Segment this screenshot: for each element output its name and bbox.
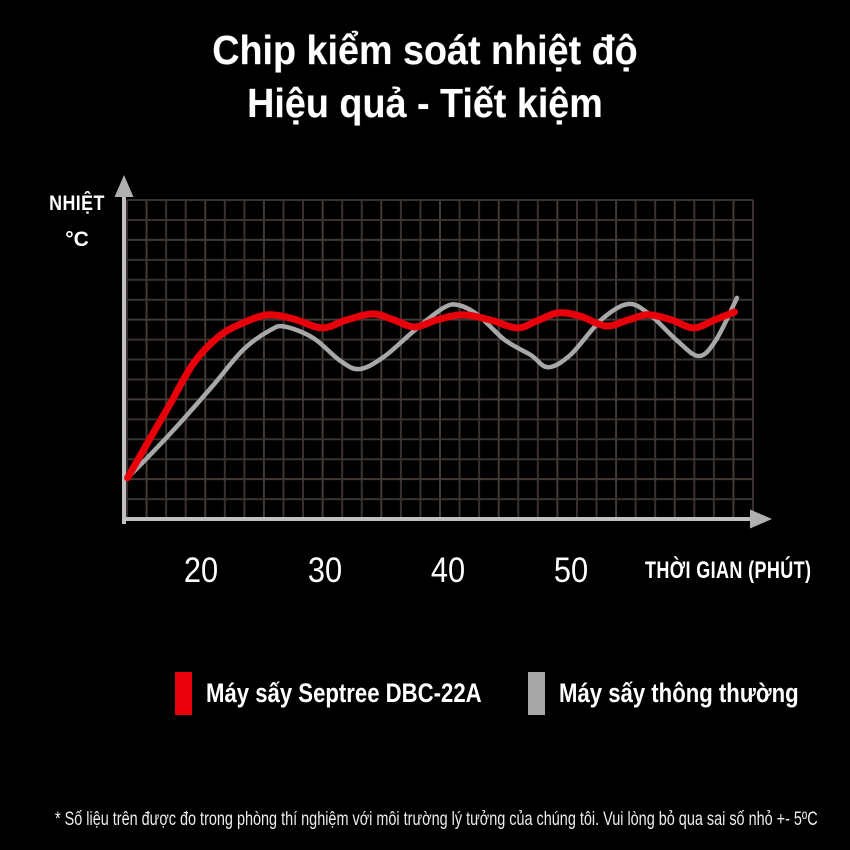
page-title: Chip kiểm soát nhiệt độ Hiệu quả - Tiết … (0, 24, 850, 130)
legend-swatch-conventional (528, 671, 545, 715)
y-axis-unit: °C (65, 228, 89, 251)
y-axis-label-text: NHIỆT (49, 192, 105, 215)
series-lines (124, 295, 740, 482)
x-tick-label-40: 40 (430, 551, 466, 590)
grid-lines (126, 199, 754, 520)
legend-label-conventional: Máy sấy thông thường (559, 677, 799, 708)
title-line-2: Hiệu quả - Tiết kiệm (247, 80, 603, 126)
footnote: * Số liệu trên được đo trong phòng thí n… (55, 808, 818, 830)
series-line-septree (124, 308, 738, 482)
x-tick-label-50: 50 (554, 551, 589, 590)
x-tick-label-20: 20 (183, 551, 219, 590)
x-tick-label-30: 30 (307, 551, 342, 590)
legend-swatch-septree (175, 671, 192, 715)
legend-item-conventional: Máy sấy thông thường (528, 671, 850, 715)
y-axis-arrow-icon (114, 175, 134, 197)
title-line-1: Chip kiểm soát nhiệt độ (212, 27, 638, 73)
legend-item-septree: Máy sấy Septree DBC-22A (175, 671, 542, 715)
legend-label-septree: Máy sấy Septree DBC-22A (206, 677, 482, 708)
x-axis-arrow-icon (750, 509, 772, 529)
x-axis-label: THỜI GIAN (PHÚT) (645, 557, 812, 584)
y-axis-label: NHIỆT °C (28, 192, 126, 252)
